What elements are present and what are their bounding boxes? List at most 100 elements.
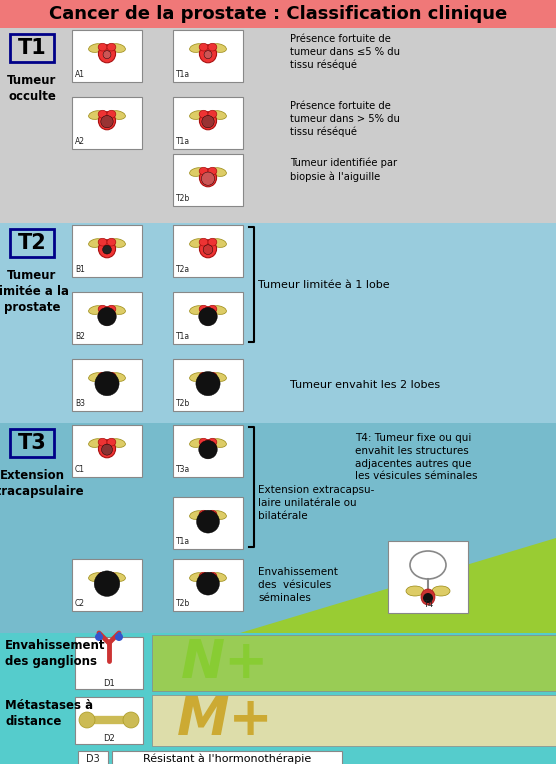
Bar	[78, 751, 108, 764]
Ellipse shape	[107, 439, 116, 446]
Ellipse shape	[88, 44, 105, 53]
Text: Envahissement
des  vésicules
séminales: Envahissement des vésicules séminales	[258, 567, 338, 603]
Circle shape	[115, 633, 123, 641]
Text: N+: N+	[181, 637, 269, 689]
Bar	[152, 635, 556, 691]
Ellipse shape	[190, 238, 205, 248]
Ellipse shape	[98, 372, 107, 380]
Bar	[173, 425, 243, 477]
Ellipse shape	[190, 111, 205, 119]
Ellipse shape	[190, 373, 205, 381]
Ellipse shape	[190, 439, 205, 448]
Circle shape	[196, 371, 220, 396]
Ellipse shape	[211, 44, 226, 53]
Bar	[10, 429, 54, 457]
Ellipse shape	[208, 44, 217, 51]
Text: Tumeur
occulte: Tumeur occulte	[7, 74, 57, 103]
Text: T2a: T2a	[176, 265, 190, 274]
Ellipse shape	[200, 112, 217, 130]
Ellipse shape	[107, 110, 116, 118]
Ellipse shape	[107, 44, 116, 51]
Ellipse shape	[208, 572, 217, 580]
Bar	[112, 751, 342, 764]
Ellipse shape	[200, 374, 217, 392]
Ellipse shape	[88, 111, 105, 119]
Ellipse shape	[200, 169, 217, 186]
Bar	[72, 225, 142, 277]
Bar	[72, 425, 142, 477]
Ellipse shape	[98, 374, 116, 392]
Bar	[0, 633, 556, 693]
Circle shape	[201, 172, 215, 185]
Ellipse shape	[98, 574, 116, 592]
Bar	[0, 223, 556, 423]
Text: T2b: T2b	[176, 194, 190, 203]
Text: C1: C1	[75, 465, 85, 474]
Ellipse shape	[421, 589, 435, 605]
Circle shape	[102, 444, 112, 455]
Bar	[0, 423, 556, 633]
Text: Présence fortuite de
tumeur dans ≤5 % du
tissu réséqué: Présence fortuite de tumeur dans ≤5 % du…	[290, 34, 400, 70]
Bar	[152, 695, 556, 746]
Ellipse shape	[110, 573, 126, 581]
Text: Tumeur identifiée par
biopsie à l'aiguille: Tumeur identifiée par biopsie à l'aiguil…	[290, 158, 397, 182]
Circle shape	[202, 115, 214, 128]
Ellipse shape	[199, 439, 208, 446]
Ellipse shape	[199, 306, 208, 313]
Text: T1a: T1a	[176, 137, 190, 146]
Ellipse shape	[200, 45, 217, 63]
Bar	[72, 30, 142, 82]
Circle shape	[101, 115, 113, 128]
Text: T1a: T1a	[176, 537, 190, 546]
Ellipse shape	[199, 44, 208, 51]
Bar	[388, 541, 468, 613]
Ellipse shape	[107, 372, 116, 380]
Text: T1a: T1a	[176, 332, 190, 341]
Bar	[0, 28, 556, 223]
Ellipse shape	[110, 373, 126, 381]
Ellipse shape	[199, 510, 208, 518]
Ellipse shape	[190, 510, 205, 520]
Bar	[173, 359, 243, 411]
Text: Envahissement
des ganglions: Envahissement des ganglions	[5, 639, 106, 668]
Circle shape	[95, 633, 103, 641]
Ellipse shape	[211, 373, 226, 381]
Bar	[173, 225, 243, 277]
Text: D1: D1	[103, 679, 115, 688]
Text: Tumeur
limitée a la
prostate: Tumeur limitée a la prostate	[0, 269, 69, 314]
Circle shape	[204, 50, 212, 59]
Ellipse shape	[110, 111, 126, 119]
Bar	[0, 0, 556, 28]
Ellipse shape	[190, 306, 205, 314]
Bar	[75, 637, 143, 689]
Text: C2: C2	[75, 599, 85, 608]
Polygon shape	[240, 538, 556, 633]
Ellipse shape	[208, 510, 217, 518]
Text: T1: T1	[18, 38, 46, 58]
Bar	[72, 292, 142, 344]
Bar	[75, 697, 143, 744]
Ellipse shape	[107, 238, 116, 246]
Text: Présence fortuite de
tumeur dans > 5% du
tissu réséqué: Présence fortuite de tumeur dans > 5% du…	[290, 101, 400, 138]
Text: A1: A1	[75, 70, 85, 79]
Ellipse shape	[199, 372, 208, 380]
Bar	[72, 559, 142, 611]
Ellipse shape	[200, 306, 217, 325]
Circle shape	[103, 245, 111, 254]
Ellipse shape	[98, 110, 107, 118]
Ellipse shape	[98, 45, 116, 63]
Ellipse shape	[98, 306, 116, 325]
Ellipse shape	[98, 572, 107, 580]
Ellipse shape	[88, 439, 105, 448]
Ellipse shape	[190, 168, 205, 176]
Ellipse shape	[208, 238, 217, 246]
Circle shape	[95, 371, 119, 396]
Circle shape	[423, 593, 433, 603]
Bar	[72, 359, 142, 411]
Ellipse shape	[98, 440, 116, 458]
Ellipse shape	[200, 440, 217, 458]
Text: Tumeur envahit les 2 lobes: Tumeur envahit les 2 lobes	[290, 380, 440, 390]
Ellipse shape	[208, 306, 217, 313]
Text: Métastases à
distance: Métastases à distance	[5, 699, 93, 728]
Circle shape	[203, 244, 213, 254]
